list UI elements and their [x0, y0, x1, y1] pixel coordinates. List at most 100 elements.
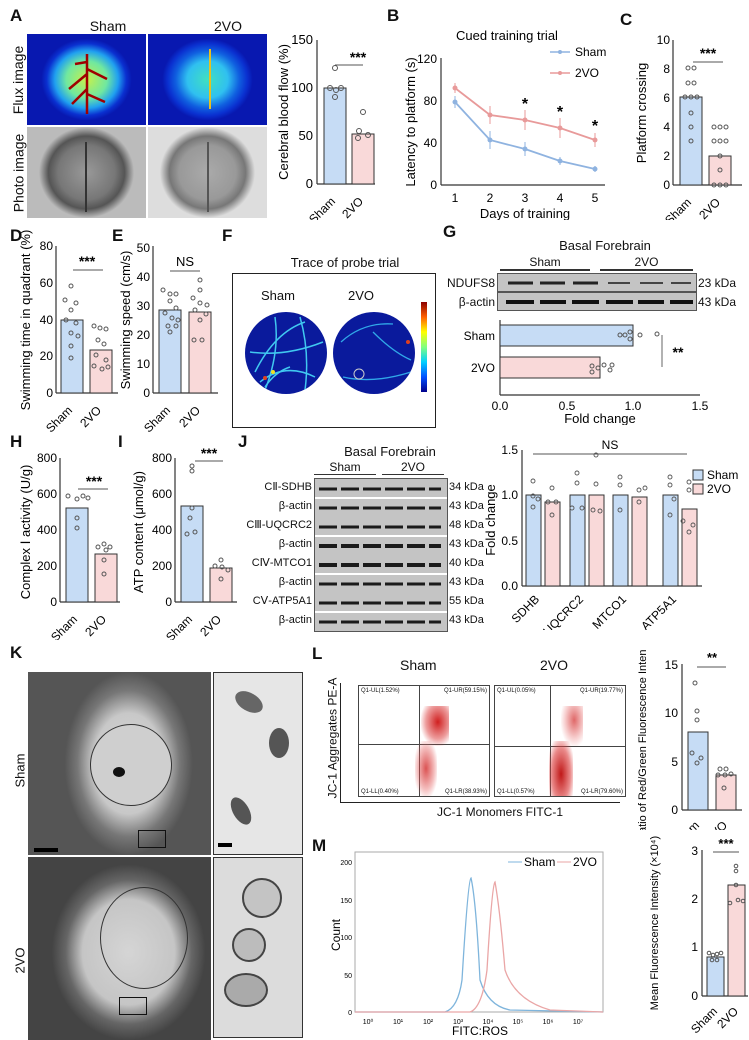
svg-text:3: 3: [691, 844, 698, 858]
tem-2vo-overview: [28, 857, 211, 1040]
svg-text:Count: Count: [330, 918, 343, 951]
probe-trial-title: Trace of probe trial: [290, 255, 400, 270]
blot-j-group-2vo: 2VO: [382, 460, 444, 475]
chart-j-fold-change: 0.0 0.5 1.0 1.5 Fold change NS Sham 2VO SDH…: [483, 440, 738, 630]
panel-label-l: L: [312, 644, 323, 663]
chart-h-complex1: 0 200 400 600 800 *** Complex Ⅰ activity (U/…: [18, 451, 120, 640]
svg-text:***: ***: [201, 445, 218, 461]
blot-j-kda-0: 34 kDa: [449, 481, 484, 493]
svg-text:Ratio of Red/Green Fluorescenc: Ratio of Red/Green Fluorescence Intensit…: [637, 650, 649, 830]
flux-image-2vo: [148, 34, 267, 125]
svg-text:30: 30: [137, 299, 151, 313]
svg-text:**: **: [707, 650, 718, 665]
svg-text:10⁶: 10⁶: [543, 1019, 554, 1026]
svg-text:Sham: Sham: [163, 612, 195, 640]
svg-text:10: 10: [137, 357, 151, 371]
svg-text:Swimming speed (cm/s): Swimming speed (cm/s): [120, 251, 133, 390]
svg-text:10³: 10³: [453, 1019, 464, 1026]
flow-plot-2vo: Q1-UL(0.05%) Q1-UR(19.77%) Q1-LL(0.57%) …: [494, 685, 626, 797]
svg-text:8: 8: [663, 62, 670, 76]
svg-text:Sham: Sham: [43, 403, 75, 433]
svg-text:150: 150: [291, 32, 313, 47]
svg-text:0.0: 0.0: [501, 579, 518, 593]
svg-text:2VO: 2VO: [471, 361, 495, 375]
svg-text:ATP content (μmol/g): ATP content (μmol/g): [131, 471, 146, 593]
svg-text:0: 0: [348, 1010, 352, 1017]
svg-text:20: 20: [137, 328, 151, 342]
trace-sham: [245, 312, 327, 394]
flow-ylabel: JC-1 Aggregates PE-A: [325, 677, 340, 798]
svg-text:*: *: [557, 104, 564, 121]
svg-text:1: 1: [452, 191, 459, 205]
svg-text:2VO: 2VO: [575, 66, 599, 80]
blot-j-kda-5: 43 kDa: [449, 576, 484, 588]
row-label-flux: Flux image: [10, 45, 26, 115]
svg-text:0.5: 0.5: [559, 399, 576, 413]
panel-label-c: C: [620, 10, 633, 29]
svg-text:2VO: 2VO: [573, 855, 597, 869]
panel-l-flow: Sham 2VO JC-1 Aggregates PE-A Q1-UL(1.52…: [320, 655, 630, 820]
svg-text:***: ***: [718, 836, 734, 851]
svg-text:80: 80: [424, 94, 438, 108]
svg-text:Cued training trial: Cued training trial: [456, 28, 558, 43]
blot-g-group-sham: Sham: [500, 255, 590, 271]
tem-row-2vo: 2VO: [12, 946, 28, 974]
blot-j-row-3: β-actin: [278, 538, 312, 550]
svg-text:0: 0: [306, 176, 313, 191]
svg-text:2VO: 2VO: [176, 403, 203, 430]
flow-xlabel: JC-1 Monomers FITC-1: [436, 805, 564, 819]
svg-text:60: 60: [40, 276, 54, 290]
svg-text:50: 50: [344, 973, 352, 980]
svg-text:200: 200: [340, 860, 352, 867]
svg-text:Sham: Sham: [464, 329, 495, 343]
row-label-photo: Photo image: [10, 133, 27, 213]
blot-j-kda-1: 43 kDa: [449, 500, 484, 512]
panel-label-i: I: [118, 432, 123, 451]
svg-text:50: 50: [299, 128, 313, 143]
svg-text:10⁰: 10⁰: [363, 1018, 374, 1026]
svg-text:15: 15: [665, 658, 679, 672]
svg-text:Fold change: Fold change: [483, 484, 498, 556]
flow-title-2vo: 2VO: [540, 657, 569, 673]
panel-label-a: A: [10, 6, 23, 25]
svg-text:50: 50: [137, 241, 151, 255]
panel-label-k: K: [10, 643, 23, 662]
panel-label-b: B: [387, 6, 400, 25]
svg-text:Complex Ⅰ activity (U/g): Complex Ⅰ activity (U/g): [18, 465, 33, 600]
svg-text:*: *: [592, 118, 599, 135]
blot-j-row-2: CⅢ-UQCRC2: [246, 519, 312, 531]
svg-text:400: 400: [37, 523, 57, 537]
svg-text:20: 20: [40, 349, 54, 363]
svg-text:120: 120: [417, 52, 437, 66]
blot-j-row-5: β-actin: [278, 576, 312, 588]
svg-text:Days of training: Days of training: [480, 206, 570, 220]
svg-text:10⁷: 10⁷: [573, 1019, 584, 1026]
svg-text:***: ***: [700, 45, 717, 61]
svg-text:0: 0: [143, 386, 150, 400]
chart-b-latency: Cued training trial 0 40 80 120 1 2 3 4 5 Days …: [403, 28, 606, 220]
panel-j-blot: Basal Forebrain Sham 2VO CⅡ-SDHB β-actin…: [240, 440, 484, 632]
chart-l-ratio: 0 5 10 15 ** Ratio of Red/Green Fluorescenc…: [637, 650, 742, 830]
svg-text:3: 3: [522, 191, 529, 205]
svg-text:Sham: Sham: [48, 612, 80, 640]
flow-title-sham: Sham: [400, 657, 437, 673]
col-label-2vo: 2VO: [213, 18, 242, 34]
svg-text:Sham: Sham: [306, 194, 338, 220]
svg-text:2VO: 2VO: [707, 482, 731, 496]
svg-text:4: 4: [557, 191, 564, 205]
svg-text:Mean Fluorescence Intensity (×: Mean Fluorescence Intensity (×10⁴): [649, 836, 661, 1010]
svg-text:800: 800: [37, 451, 57, 465]
svg-text:2: 2: [691, 892, 698, 906]
svg-text:10⁵: 10⁵: [513, 1019, 524, 1026]
blot-g-row-actin: β-actin: [458, 295, 495, 309]
chart-a-cbf: 0 50 100 150 *** Cerebral blood flow (%) Sh…: [276, 32, 375, 220]
svg-text:200: 200: [152, 559, 172, 573]
svg-text:FITC:ROS: FITC:ROS: [452, 1024, 508, 1035]
svg-text:2: 2: [663, 149, 670, 163]
panel-label-j: J: [238, 432, 248, 451]
panel-a-images: Sham 2VO Flux image Photo image: [0, 0, 270, 220]
blot-j-row-4: CⅣ-MTCO1: [251, 557, 312, 569]
blot-j-row-6: CⅤ-ATP5A1: [252, 595, 312, 607]
blot-g-kda-ndufs8: 23 kDa: [698, 276, 737, 290]
tem-2vo-zoom: [213, 857, 303, 1038]
